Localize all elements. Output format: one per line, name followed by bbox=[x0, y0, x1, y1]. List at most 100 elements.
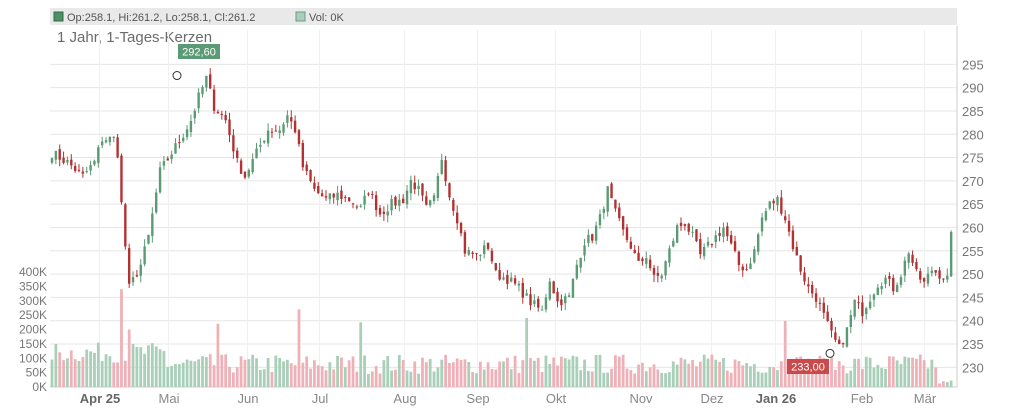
candle-up bbox=[760, 217, 764, 232]
candle-up bbox=[185, 129, 189, 138]
volume-bar bbox=[922, 360, 926, 387]
candle-down bbox=[803, 272, 806, 282]
volume-readout: Vol: 0K bbox=[309, 12, 345, 24]
time-axis: Apr 25 Mai Jun Jul Aug Sep Okt Nov Dez Jan 26 Feb M… bbox=[80, 391, 937, 406]
volume-tick-label: 200K bbox=[19, 323, 47, 337]
candle-up bbox=[865, 308, 868, 315]
volume-bar bbox=[255, 358, 258, 387]
price-tick-label: 270 bbox=[962, 174, 984, 189]
volume-bar bbox=[282, 361, 285, 387]
volume-bar bbox=[432, 371, 436, 387]
volume-bar bbox=[590, 371, 594, 387]
candle-down bbox=[699, 239, 702, 255]
candle-down bbox=[830, 320, 833, 331]
candle-up bbox=[756, 234, 760, 252]
candle-up bbox=[946, 275, 949, 280]
volume-bar bbox=[891, 356, 895, 387]
candle-down bbox=[915, 261, 918, 270]
candle-down bbox=[305, 164, 308, 171]
candle-up bbox=[722, 227, 725, 237]
candle-down bbox=[73, 166, 77, 171]
volume-bar bbox=[231, 372, 235, 387]
volume-bar bbox=[340, 357, 343, 387]
volume-bar bbox=[405, 370, 409, 387]
volume-bar bbox=[525, 318, 529, 387]
price-tick-label: 275 bbox=[962, 151, 984, 166]
candle-down bbox=[625, 227, 629, 240]
candle-up bbox=[182, 137, 185, 142]
volume-bar bbox=[563, 358, 567, 387]
candle-down bbox=[919, 271, 922, 280]
candle-up bbox=[112, 136, 115, 138]
candle-down bbox=[58, 149, 61, 160]
candle-up bbox=[502, 277, 505, 280]
volume-bar bbox=[96, 342, 100, 387]
candle-down bbox=[911, 254, 914, 263]
volume-bar bbox=[305, 356, 309, 387]
candle-down bbox=[394, 196, 397, 206]
candle-up bbox=[436, 175, 440, 199]
volume-bar bbox=[467, 362, 471, 387]
price-axis: 230 235 240 245 250 255 260 265 270 275 280 285 290 2… bbox=[962, 57, 984, 375]
volume-bar bbox=[166, 367, 170, 387]
volume-bar bbox=[347, 360, 351, 387]
volume-bar bbox=[687, 363, 691, 387]
volume-bar bbox=[139, 347, 143, 387]
candle-up bbox=[390, 199, 393, 211]
volume-bar bbox=[841, 365, 845, 387]
candle-down bbox=[243, 171, 247, 178]
volume-tick-label: 100K bbox=[19, 351, 47, 365]
volume-bar bbox=[745, 363, 749, 387]
candle-down bbox=[340, 190, 343, 199]
candle-down bbox=[490, 250, 494, 262]
volume-bar bbox=[853, 358, 857, 387]
price-tick-label: 285 bbox=[962, 104, 984, 119]
candle-down bbox=[795, 247, 798, 256]
candle-up bbox=[764, 211, 768, 221]
candle-up bbox=[247, 170, 251, 177]
candle-down bbox=[857, 302, 860, 304]
candle-down bbox=[621, 216, 625, 230]
candle-up bbox=[853, 299, 856, 317]
candle-down bbox=[209, 74, 212, 89]
candle-down bbox=[799, 255, 802, 272]
volume-bar bbox=[436, 367, 440, 387]
volume-bar bbox=[301, 362, 305, 387]
volume-bar bbox=[710, 354, 714, 387]
candle-down bbox=[290, 117, 293, 122]
candle-up bbox=[97, 147, 100, 163]
volume-bar bbox=[876, 364, 880, 387]
volume-bar bbox=[313, 360, 316, 387]
candle-down bbox=[641, 258, 644, 262]
candle-down bbox=[471, 252, 474, 255]
candle-up bbox=[949, 231, 953, 277]
candle-down bbox=[521, 282, 524, 298]
volume-bar bbox=[328, 362, 332, 387]
volume-bar bbox=[316, 365, 320, 387]
candle-down bbox=[382, 211, 386, 214]
candle-down bbox=[818, 302, 822, 304]
candle-down bbox=[81, 171, 85, 174]
volume-bar bbox=[671, 361, 675, 387]
candle-down bbox=[70, 159, 73, 166]
candle-down bbox=[301, 142, 305, 168]
volume-bar bbox=[413, 361, 417, 387]
candle-up bbox=[197, 92, 200, 109]
candle-down bbox=[452, 199, 455, 211]
candle-down bbox=[656, 273, 660, 276]
volume-bar bbox=[367, 374, 370, 387]
volume-bar bbox=[390, 370, 393, 387]
candle-down bbox=[938, 270, 941, 279]
volume-bar bbox=[355, 371, 359, 387]
volume-bar bbox=[849, 370, 853, 387]
candle-up bbox=[668, 248, 671, 263]
volume-bar bbox=[594, 354, 598, 387]
candle-up bbox=[899, 277, 903, 285]
volume-bar bbox=[324, 370, 328, 387]
volume-bar bbox=[336, 355, 339, 387]
month-label: Sep bbox=[466, 391, 489, 406]
volume-bar bbox=[424, 362, 428, 387]
candle-down bbox=[772, 200, 775, 204]
low-marker-label: 233,00 bbox=[791, 362, 825, 374]
volume-bar bbox=[942, 381, 945, 387]
